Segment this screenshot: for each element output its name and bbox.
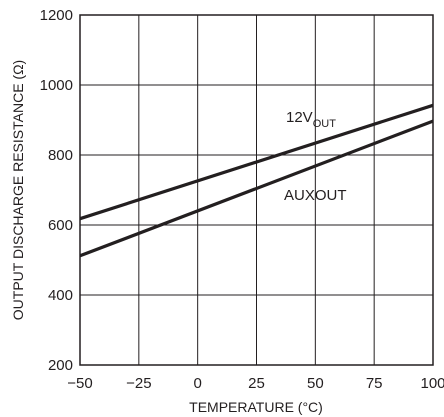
series-label-12vout: 12VOUT (286, 109, 336, 130)
x-tick-label: 25 (248, 375, 265, 392)
y-tick-label: 200 (48, 357, 73, 374)
series-lines (79, 103, 434, 258)
series-line-12vout (79, 103, 434, 221)
y-tick-label: 400 (48, 287, 73, 304)
x-tick-label: 100 (420, 375, 444, 392)
y-tick-label: 1000 (40, 77, 73, 94)
x-tick-label: −50 (67, 375, 92, 392)
x-axis-title: TEMPERATURE (°C) (189, 399, 323, 415)
y-tick-label: 600 (48, 217, 73, 234)
y-axis-title: OUTPUT DISCHARGE RESISTANCE (Ω) (10, 60, 26, 320)
series-label-auxout: AUXOUT (284, 187, 347, 204)
y-tick-label: 1200 (40, 7, 73, 24)
series-line-auxout (79, 119, 434, 258)
x-tick-label: 75 (366, 375, 383, 392)
grid-lines (80, 15, 433, 365)
x-tick-label: −25 (126, 375, 151, 392)
y-tick-label: 800 (48, 147, 73, 164)
tick-labels: −50 −25 0 25 50 75 100 200 400 600 800 1000 1200 (40, 7, 444, 392)
x-tick-label: 50 (307, 375, 324, 392)
plot-frame (79, 14, 434, 366)
x-tick-label: 0 (193, 375, 201, 392)
